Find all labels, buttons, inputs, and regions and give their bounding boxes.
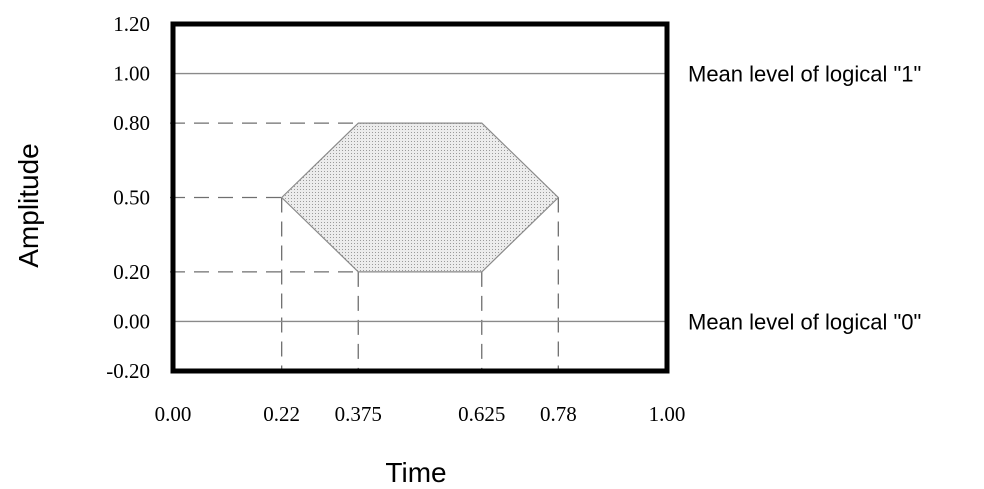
reference-annotations: Mean level of logical "1" Mean level of l…: [688, 62, 921, 335]
y-tick-label: 0.80: [113, 111, 150, 135]
reference-line-annotation: Mean level of logical "1": [688, 62, 921, 87]
x-tick-label: 0.22: [263, 402, 300, 426]
x-tick-label: 0.78: [540, 402, 577, 426]
reference-line-annotation: Mean level of logical "0": [688, 309, 921, 334]
x-tick-label: 0.00: [155, 402, 192, 426]
plot-frame: [170, 21, 670, 374]
y-tick-label: 0.50: [113, 186, 150, 210]
y-axis-label: Amplitude: [13, 143, 44, 268]
y-tick-label: 0.00: [113, 309, 150, 333]
x-tick-label: 1.00: [649, 402, 686, 426]
x-tick-labels: 0.00 0.22 0.375 0.625 0.78 1.00: [155, 402, 686, 426]
y-tick-label: 1.00: [113, 62, 150, 86]
y-tick-label: -0.20: [106, 359, 150, 383]
x-axis-label: Time: [385, 457, 446, 488]
eye-mask-polygon: [280, 122, 560, 273]
reference-lines: [173, 72, 667, 323]
dashed-guides: [170, 122, 559, 371]
y-tick-labels: 1.20 1.00 0.80 0.50 0.20 0.00 -0.20: [106, 12, 150, 383]
x-tick-label: 0.375: [335, 402, 382, 426]
x-tick-label: 0.625: [458, 402, 505, 426]
y-tick-label: 1.20: [113, 12, 150, 36]
y-tick-label: 0.20: [113, 260, 150, 284]
